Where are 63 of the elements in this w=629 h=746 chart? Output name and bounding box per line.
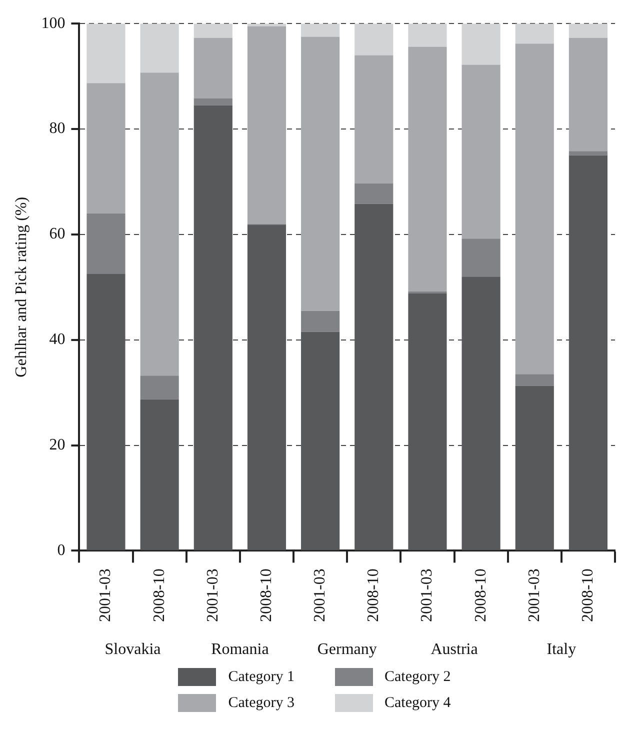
y-axis-title: Gehlhar and Pick rating (%) [12, 196, 30, 378]
legend-label: Category 3 [228, 694, 294, 712]
text: Austria [430, 641, 478, 658]
x-tick-label: 2001-03 [312, 568, 329, 622]
legend-label: Category 2 [384, 668, 451, 686]
bar [462, 276, 500, 550]
x-tick-label: 2001-03 [526, 568, 543, 622]
y-tick-label: 60 [49, 226, 66, 243]
bar [247, 224, 286, 550]
bar [568, 151, 608, 156]
bar [462, 24, 500, 65]
y-tick-label: 20 [49, 436, 66, 454]
x-tick-label: 2008-10 [579, 568, 596, 622]
bar [408, 46, 447, 292]
bar [354, 183, 394, 204]
bar [515, 386, 554, 550]
x-tick-label: 2001-03 [204, 568, 222, 622]
bar [408, 293, 447, 550]
bar [140, 72, 179, 376]
bar [301, 36, 340, 311]
bar [86, 24, 126, 84]
bar [86, 83, 126, 214]
bar [140, 376, 179, 400]
bar [86, 213, 126, 274]
x-tick-label: 2008-10 [150, 568, 168, 622]
bar [301, 332, 340, 550]
bar [301, 24, 340, 37]
bar [515, 44, 554, 374]
bar [140, 24, 179, 73]
bar [408, 24, 447, 47]
bar [354, 24, 394, 56]
bar [194, 98, 232, 106]
bar [354, 55, 394, 184]
bar [140, 399, 179, 550]
text: Slovakia [104, 641, 161, 658]
legend-label: Category 1 [228, 668, 294, 686]
y-tick-label: 80 [49, 120, 66, 138]
bar [301, 310, 340, 332]
y-tick-label: 0 [57, 542, 66, 559]
bar [515, 374, 554, 386]
x-tick-label: 2008-10 [472, 568, 490, 622]
bar [247, 26, 286, 224]
bar [194, 105, 232, 550]
x-tick-label: 2008-10 [365, 568, 382, 622]
text: Romania [211, 641, 269, 658]
y-tick-label: 40 [49, 331, 66, 348]
bar [462, 64, 500, 239]
y-tick-label: 100 [41, 14, 66, 32]
x-tick-label: 2008-10 [258, 568, 275, 622]
x-tick-label: 2001-03 [97, 568, 114, 622]
bar [568, 155, 608, 550]
x-tick-label: 2001-03 [418, 568, 436, 622]
bar [462, 238, 500, 277]
bar [354, 204, 394, 550]
bar [568, 38, 608, 152]
bar [86, 274, 126, 550]
bar [194, 24, 232, 38]
bar [568, 24, 608, 38]
legend-label: Category 4 [384, 694, 451, 712]
text: Italy [546, 641, 576, 658]
bar [194, 38, 232, 98]
bar [515, 24, 554, 44]
text: Germany [317, 641, 377, 658]
